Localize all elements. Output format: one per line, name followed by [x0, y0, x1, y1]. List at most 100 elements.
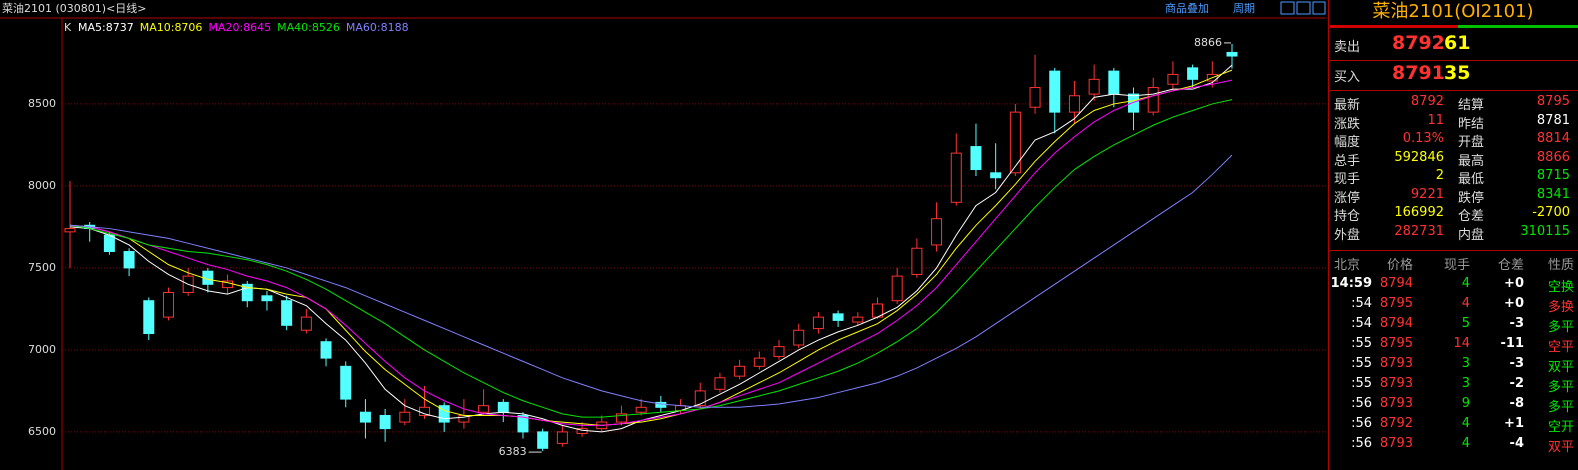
trade-price: 8793 [1379, 356, 1413, 371]
candle-body [261, 295, 273, 302]
trade-header: 现手 [1443, 258, 1470, 273]
trade-nature: 空平 [1547, 340, 1574, 355]
stat-label: 最高 [1458, 153, 1485, 169]
sell-label: 卖出 [1334, 40, 1361, 55]
trade-vol: 9 [1461, 396, 1470, 411]
candle-body [1088, 78, 1100, 95]
buy-label: 买入 [1334, 70, 1361, 85]
trade-nature: 双平 [1547, 440, 1574, 455]
ma-line [69, 64, 1233, 433]
legend-entry: MA20:8645 [208, 21, 271, 34]
sell-price: 8792 [1392, 32, 1445, 54]
divider [1329, 90, 1578, 91]
stat-label: 涨停 [1334, 190, 1361, 206]
bar [1330, 25, 1458, 28]
candle-body [734, 365, 746, 377]
legend-entry: MA10:8706 [140, 21, 203, 34]
period-button[interactable]: 周期 [1233, 2, 1255, 15]
overlay-button[interactable]: 商品叠加 [1165, 1, 1209, 15]
legend-entry: MA60:8188 [346, 21, 409, 34]
y-tick-label: 6500 [28, 425, 56, 438]
trade-time: 14:59 [1330, 276, 1372, 291]
candle-body [537, 431, 549, 449]
candle-body [143, 300, 155, 335]
candle-body [281, 300, 293, 326]
trade-vol: 14 [1453, 336, 1470, 351]
divider [1329, 250, 1578, 251]
candle-body [793, 329, 805, 346]
chart: 菜油2101 (030801)<日线> 商品叠加 周期 K 6500 7000 75… [0, 1, 1326, 470]
candle-body [1128, 93, 1140, 113]
trade-vol: 4 [1461, 296, 1470, 311]
trade-nature: 多换 [1547, 300, 1574, 315]
candle-body [320, 341, 332, 359]
ma-line [69, 154, 1233, 408]
trade-header: 价格 [1386, 258, 1413, 273]
divider [1328, 0, 1329, 470]
high-annotation: 8866 [1194, 36, 1222, 49]
trade-time: :56 [1351, 436, 1372, 451]
candle-body [990, 172, 1002, 179]
stat-label: 最低 [1458, 172, 1485, 187]
quote-panel: 菜油2101(OI2101) 卖出 8792 61 买入 8791 35 最新 8… [1328, 0, 1578, 470]
candle-body [1187, 67, 1199, 80]
trade-header: 仓差 [1497, 258, 1524, 273]
trade-price: 8792 [1379, 416, 1413, 431]
candle-body [891, 275, 903, 302]
candle-body [241, 283, 253, 302]
stat-value: 9221 [1410, 186, 1444, 202]
kline-label: K [64, 21, 72, 34]
stat-label: 结算 [1458, 98, 1485, 113]
trade-vol: 4 [1461, 276, 1470, 291]
trade-oi: -8 [1509, 396, 1524, 411]
trade-oi: -3 [1509, 316, 1524, 331]
candle-body [162, 292, 174, 318]
trade-price: 8793 [1379, 376, 1413, 391]
candle-body [497, 401, 509, 413]
candle-body [556, 431, 568, 444]
trade-vol: 5 [1461, 316, 1470, 331]
trade-time: :55 [1351, 376, 1372, 391]
stat-value: 282731 [1394, 223, 1444, 239]
ma-line [69, 69, 1233, 426]
candle-body [931, 218, 943, 246]
candle-body [753, 357, 765, 367]
icon-button[interactable] [1296, 1, 1311, 15]
divider [1329, 60, 1578, 61]
y-tick-label: 8000 [28, 179, 56, 192]
stat-value: 166992 [1394, 205, 1444, 220]
candle-body [123, 251, 135, 269]
buy-qty: 35 [1444, 62, 1471, 84]
stat-label: 持仓 [1334, 209, 1361, 224]
stat-value: 310115 [1520, 223, 1570, 239]
icon-button[interactable] [1312, 1, 1326, 15]
candle-body [635, 406, 647, 413]
candle-body [359, 411, 371, 423]
legend-entry: MA40:8526 [277, 21, 340, 34]
stat-label: 仓差 [1458, 209, 1485, 224]
stat-value: 8814 [1536, 131, 1570, 146]
trade-nature: 多平 [1547, 320, 1574, 335]
trade-time: :54 [1351, 316, 1372, 331]
stat-value: 2 [1435, 168, 1444, 183]
candle-body [615, 413, 627, 423]
stat-value: 592846 [1394, 149, 1444, 165]
candle-body [438, 405, 450, 423]
trade-time: :54 [1351, 296, 1372, 311]
trade-nature: 空开 [1547, 420, 1574, 435]
icon-button[interactable] [1280, 1, 1295, 15]
trade-vol: 4 [1461, 416, 1470, 431]
trade-nature: 多平 [1547, 400, 1574, 415]
trade-time: :56 [1351, 396, 1372, 411]
trade-oi: +0 [1504, 296, 1524, 311]
y-tick-label: 7500 [28, 261, 56, 274]
candle-body [379, 415, 391, 430]
trade-price: 8795 [1379, 296, 1413, 311]
stat-label: 现手 [1334, 172, 1361, 187]
candle-body [300, 316, 312, 331]
stat-label: 跌停 [1458, 190, 1485, 206]
stat-label: 外盘 [1334, 227, 1361, 243]
candle-body [1049, 70, 1061, 113]
legend-entry: MA5:8737 [78, 21, 134, 34]
